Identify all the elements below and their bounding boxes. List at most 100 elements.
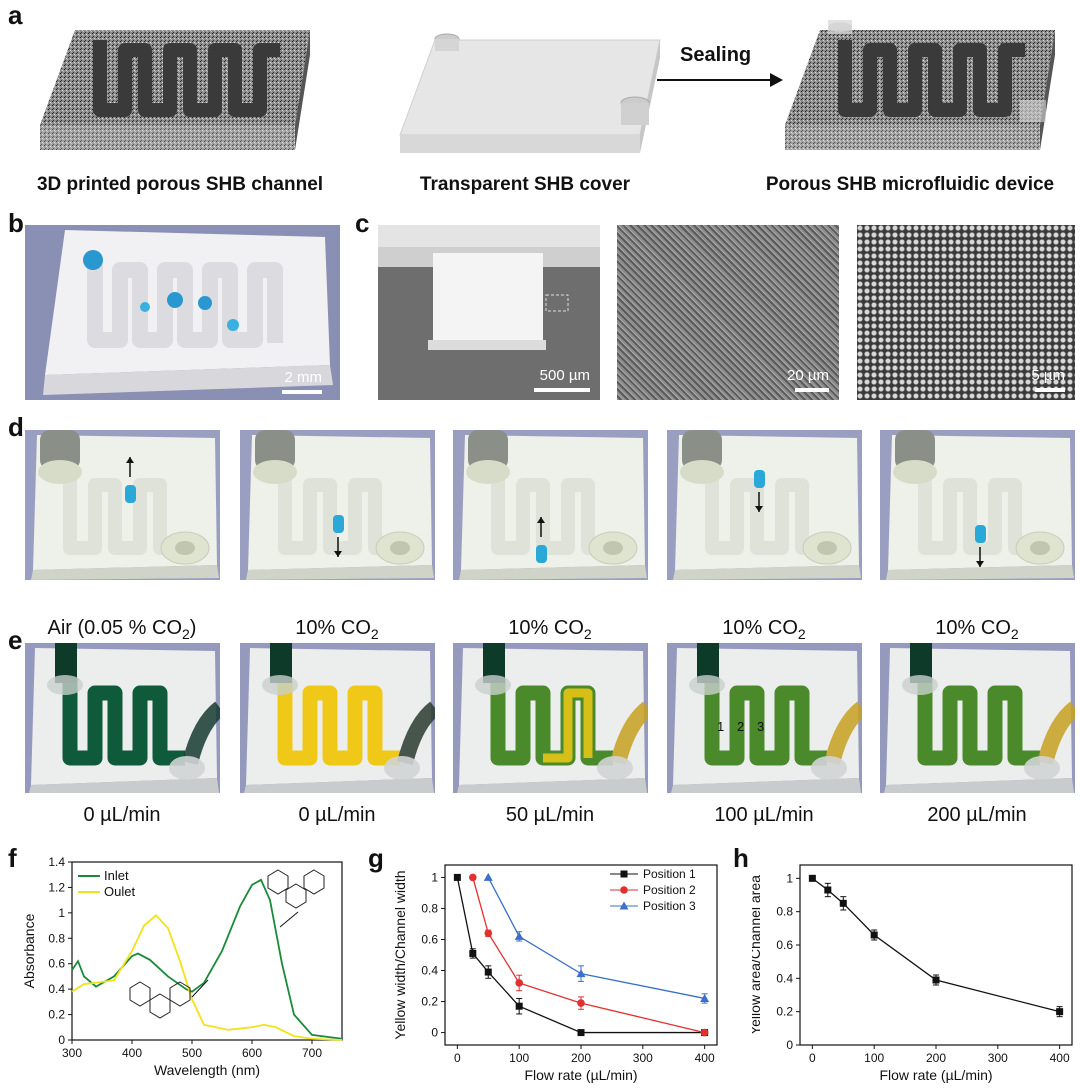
y-tick-label: 0.6 [776,938,793,952]
legend-marker [620,886,628,894]
gas-caption-text: 10% CO [722,617,798,639]
x-tick-label: 200 [926,1051,946,1065]
gas-caption-5: 10% CO2 [877,617,1077,642]
x-tick-label: 100 [509,1051,529,1065]
y-tick-label: 0.4 [776,971,793,985]
panel-label-a: a [8,0,23,30]
panel-label-b: b [8,208,24,238]
ring-icon [267,869,289,895]
gas-caption-text: Air (0.05 % CO [47,617,182,639]
y-tick-label: 0.6 [421,932,438,946]
x-tick-label: 300 [62,1046,82,1060]
y-tick-label: 1 [786,871,793,885]
plot-frame [799,864,1073,1046]
data-point [514,931,524,940]
yellow-area-chart: 0 100 200 300 400 0 0.2 0.4 0.6 0.8 1 Flow rate (µL… [752,864,1073,1083]
flow-photo-d-5 [880,430,1075,580]
sealing-label: Sealing [680,44,752,66]
y-axis-label: Yellow width/Channel width [395,870,408,1039]
data-point [483,872,493,881]
absorbance-chart: 300 400 500 600 700 0 0.2 0.4 0.6 0.8 1 1.2 1.4 Wavel… [21,855,343,1078]
gas-caption-subscript: 2 [797,626,806,642]
gas-caption-subscript: 2 [370,626,379,642]
series-line [71,914,343,1041]
co2-photo-e-3 [453,643,648,793]
x-tick-label: 400 [122,1046,142,1060]
data-point [700,1028,709,1037]
x-axis-label: Flow rate (µL/min) [879,1067,992,1083]
y-tick-label: 0.4 [421,964,438,978]
porous-channel-render [40,30,310,150]
y-tick-label: 0 [786,1038,793,1052]
panel-label-g: g [368,843,384,873]
y-axis-label: Absorbance [21,913,37,988]
gas-caption-1: Air (0.05 % CO2) [22,617,222,642]
x-axis-label: Wavelength (nm) [154,1062,260,1078]
y-tick-label: 0.8 [776,905,793,919]
flow-photo-d-3 [453,430,648,580]
legend-label: Position 3 [643,899,696,913]
position-label-1: 1 [717,719,724,734]
gas-caption-4: 10% CO2 [664,617,864,642]
gas-caption-subscript: 2 [583,626,592,642]
legend-label: Position 2 [643,883,696,897]
series-line [71,878,343,1040]
legend-marker [620,870,628,878]
flow-rate-caption-3: 50 µL/min [505,804,595,826]
gas-caption-subscript: 2 [1010,626,1019,642]
x-tick-label: 300 [988,1051,1008,1065]
data-point [700,993,710,1002]
gas-caption-close: ) [189,617,197,639]
scale-label-b: 2 mm [284,369,323,386]
co2-photo-e-4: 1 2 3 [667,643,862,793]
x-tick-label: 0 [454,1051,461,1065]
y-tick-label: 0.8 [421,901,438,915]
data-point [469,873,477,882]
ring-icon [285,883,307,909]
data-point [515,979,523,987]
flow-rate-caption-2: 0 µL/min [298,804,376,826]
legend-marker [619,901,629,910]
x-tick-label: 100 [864,1051,884,1065]
molecule-structure-icon [129,981,191,1019]
y-tick-label: 1.2 [48,880,65,894]
data-point [484,968,492,976]
gas-caption-text: 10% CO [295,617,371,639]
transparent-cover-render [399,33,661,153]
position-label-3: 3 [757,719,764,734]
gas-caption-text: 10% CO [935,617,1011,639]
y-tick-label: 0.2 [776,1005,793,1019]
caption-a-1: 3D printed porous SHB channel [36,174,324,195]
panel-label-d: d [8,412,24,442]
flow-rate-caption-1: 0 µL/min [83,804,161,826]
data-point [469,949,477,957]
scale-bar-c2: 20 µm [779,367,829,392]
pointer-line [279,911,299,928]
y-tick-label: 0.2 [421,995,438,1009]
series-line [456,877,705,1034]
flow-photo-d-4 [667,430,862,580]
gas-caption-2: 10% CO2 [237,617,437,642]
x-tick-label: 200 [571,1051,591,1065]
legend-label: Inlet [104,868,129,883]
gas-caption-3: 10% CO2 [450,617,650,642]
legend-label: Oulet [104,884,135,899]
yellow-width-chart: 0 100 200 300 400 0 0.2 0.4 0.6 0.8 1 Flow rate (µL… [395,864,718,1083]
device-photo-b: 2 mm [25,225,340,400]
y-axis-label: Yellow area/Channel area [752,875,763,1035]
co2-photo-e-5 [880,643,1075,793]
scale-bar-c1: 500 µm [530,367,590,392]
y-tick-label: 1 [58,906,65,920]
ring-icon [129,981,151,1007]
co2-photo-e-1 [25,643,220,793]
scale-bar-c3: 5 µm [1015,367,1065,392]
scale-label-c2: 20 µm [787,367,829,384]
data-point [839,899,847,907]
panel-label-e: e [8,625,23,655]
data-point [453,873,461,881]
legend-label: Position 1 [643,867,696,881]
panel-label-h: h [733,843,749,873]
x-tick-label: 600 [242,1046,262,1060]
pointer-line [191,979,209,998]
panel-label-c: c [355,208,370,238]
